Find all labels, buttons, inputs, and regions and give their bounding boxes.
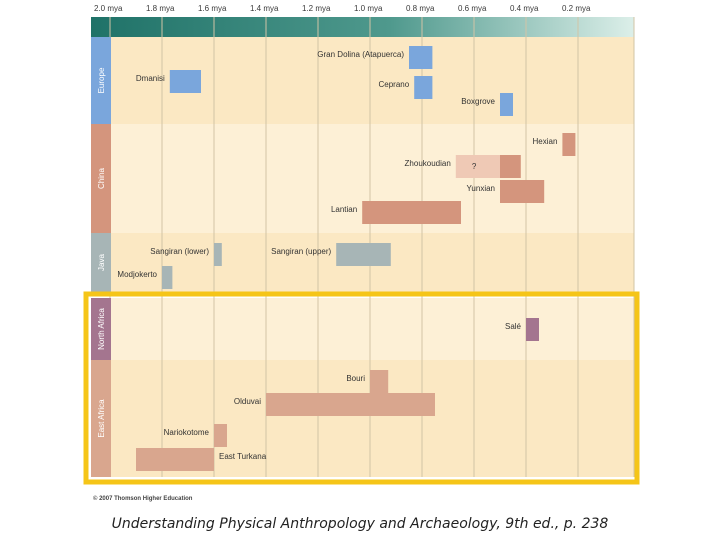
copyright-text: © 2007 Thomson Higher Education: [93, 495, 193, 502]
site-label-yunxian: Yunxian: [467, 184, 495, 193]
bar-zhoukoudian: [500, 155, 521, 178]
site-label-olduvai: Olduvai: [234, 397, 261, 406]
bar-modjokerto: [162, 266, 173, 289]
tick-label-0-2: 0.2 mya: [562, 4, 591, 13]
tick-label-1-8: 1.8 mya: [146, 4, 175, 13]
site-label-gran-dolina-atapuerca: Gran Dolina (Atapuerca): [317, 50, 404, 59]
tick-label-0-8: 0.8 mya: [406, 4, 435, 13]
figure-caption: Understanding Physical Anthropology and …: [111, 516, 609, 532]
region-label-north-africa: North Africa: [97, 308, 106, 350]
site-label-hexian: Hexian: [532, 137, 557, 146]
bar-sale: [526, 318, 539, 341]
region-label-china: China: [97, 168, 106, 189]
site-label-bouri: Bouri: [346, 374, 365, 383]
tick-label-1: 1.0 mya: [354, 4, 383, 13]
site-label-ceprano: Ceprano: [379, 80, 410, 89]
region-label-java: Java: [97, 254, 106, 271]
tick-label-0-4: 0.4 mya: [510, 4, 539, 13]
site-label-dmanisi: Dmanisi: [136, 74, 165, 83]
bar-zhoukoudian-uncertain: [455, 155, 500, 178]
site-label-lantian: Lantian: [331, 205, 357, 214]
site-label-nariokotome: Nariokotome: [164, 428, 210, 437]
region-tab-east-africa: [91, 360, 111, 477]
uncertain-mark-zhoukoudian: ?: [472, 162, 477, 171]
band-north-africa: [111, 298, 634, 360]
tick-label-1-2: 1.2 mya: [302, 4, 331, 13]
region-tabs: Europe China Java North Africa East Africa: [91, 37, 111, 477]
site-label-sangiran-upper: Sangiran (upper): [271, 247, 331, 256]
tick-label-1-4: 1.4 mya: [250, 4, 279, 13]
tick-label-1-6: 1.6 mya: [198, 4, 227, 13]
bar-gran-dolina-atapuerca: [409, 46, 433, 69]
region-tab-europe: [91, 37, 111, 124]
tick-label-2: 2.0 mya: [94, 4, 123, 13]
bar-boxgrove: [500, 93, 513, 116]
axis-tick-labels: 2.0 mya 1.8 mya 1.6 mya 1.4 mya 1.2 mya 1.0 m…: [94, 4, 591, 13]
region-label-east-africa: East Africa: [97, 399, 106, 438]
site-label-modjokerto: Modjokerto: [117, 270, 157, 279]
bar-sangiran-upper: [336, 243, 391, 266]
site-bars: [136, 46, 576, 471]
bar-ceprano: [414, 76, 433, 99]
region-label-europe: Europe: [97, 67, 106, 93]
region-tab-north-africa: [91, 298, 111, 360]
site-label-boxgrove: Boxgrove: [461, 97, 495, 106]
region-tab-china: [91, 124, 111, 233]
tick-label-0-6: 0.6 mya: [458, 4, 487, 13]
highlight-box-africa: [83, 291, 640, 485]
bar-sangiran-lower: [214, 243, 222, 266]
bar-east-turkana: [136, 448, 214, 471]
site-label-sale: Salé: [505, 322, 522, 331]
site-labels: Gran Dolina (Atapuerca) Dmanisi Ceprano Box…: [117, 50, 557, 461]
site-label-zhoukoudian: Zhoukoudian: [405, 159, 451, 168]
bar-dmanisi: [169, 70, 201, 93]
bar-lantian: [362, 201, 461, 224]
site-label-sangiran-lower: Sangiran (lower): [150, 247, 209, 256]
bar-nariokotome: [214, 424, 227, 447]
bar-hexian: [562, 133, 576, 156]
site-label-east-turkana: East Turkana: [219, 452, 267, 461]
bar-bouri: [370, 370, 389, 393]
region-tab-java: [91, 233, 111, 292]
time-header-band: [91, 17, 634, 37]
bar-olduvai: [266, 393, 435, 416]
bar-yunxian: [500, 180, 545, 203]
